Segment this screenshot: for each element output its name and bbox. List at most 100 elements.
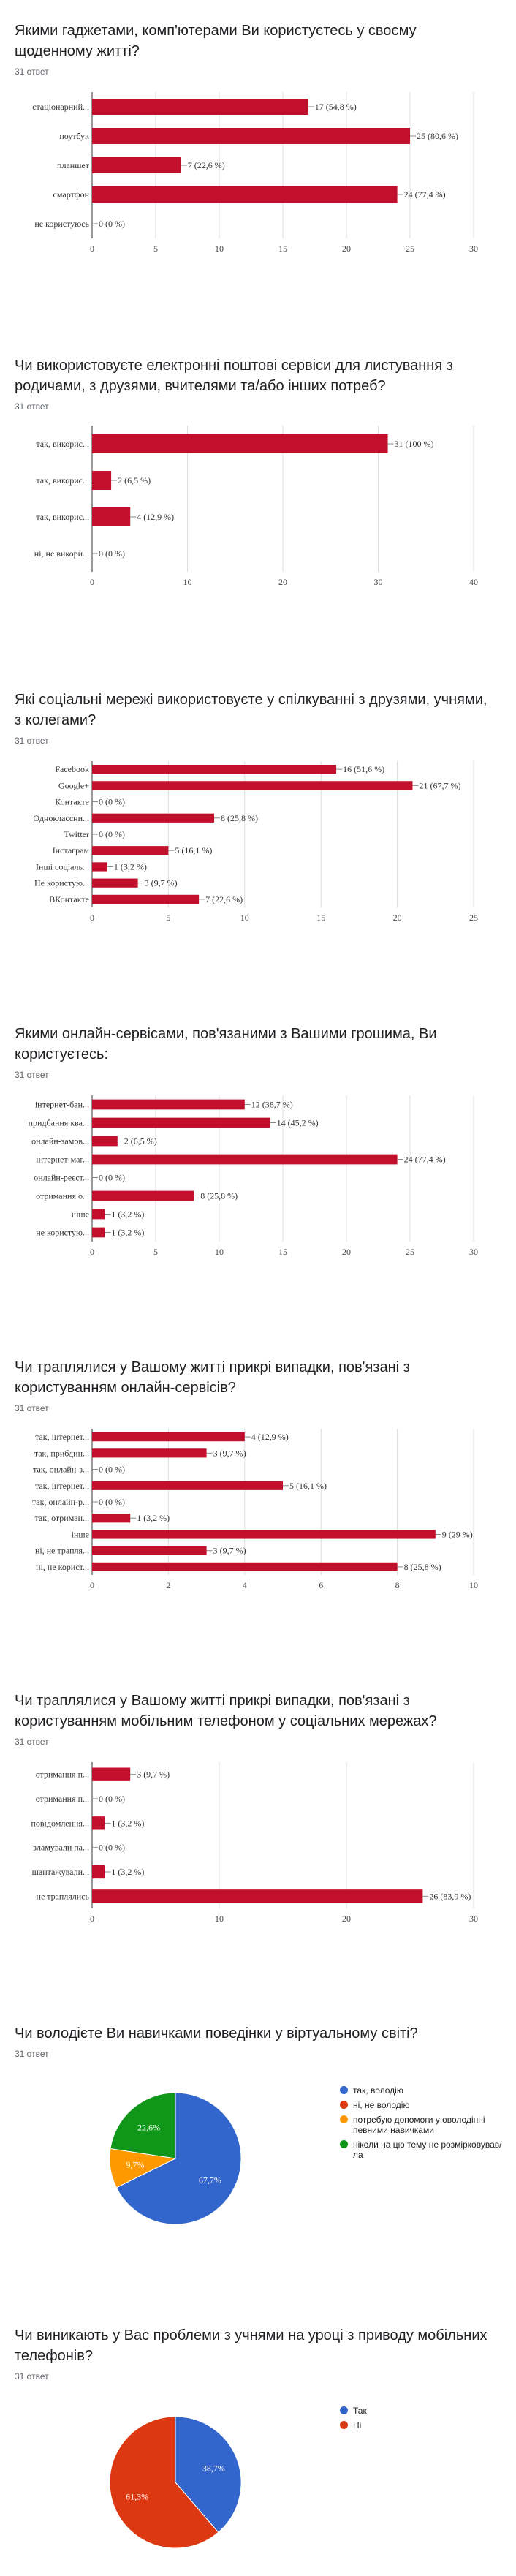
data-label: 3 (9,7 %) [145, 878, 178, 888]
x-tick-label: 25 [406, 1247, 414, 1257]
bar [92, 846, 169, 855]
question-title: Які соціальні мережі використовуєте у сп… [15, 692, 487, 728]
legend-label: Так [353, 2406, 367, 2416]
x-tick-label: 20 [393, 913, 402, 923]
question-block-virtual-skills: Чи володієте Ви навичками поведінки у ві… [0, 2023, 516, 2243]
x-tick-label: 30 [469, 243, 478, 254]
question-title: Чи володієте Ви навичками поведінки у ві… [15, 2025, 418, 2041]
legend-label: так, володію [353, 2085, 403, 2096]
category-label: онлайн-замов... [31, 1136, 89, 1147]
category-label: не користую... [36, 1228, 89, 1238]
bar [92, 1546, 207, 1555]
category-label: так, прибдин... [34, 1448, 89, 1458]
bar [92, 507, 131, 526]
pie-chart: 38,7% 61,3% [109, 2416, 242, 2549]
bar [92, 1816, 105, 1830]
pie-legend: так, володію ні, не володію потребую доп… [340, 2085, 506, 2164]
x-tick-label: 15 [278, 1247, 287, 1257]
data-label: 2 (6,5 %) [118, 475, 151, 486]
x-tick-label: 4 [243, 1580, 247, 1590]
legend-swatch [340, 2421, 348, 2429]
category-label: ні, не викори... [34, 548, 89, 559]
bar [92, 765, 337, 774]
category-label: шантажували... [32, 1867, 89, 1877]
category-label: ні, не трапля... [35, 1546, 89, 1556]
legend-swatch [340, 2140, 348, 2148]
question-block-gadgets: Якими гаджетами, комп'ютерами Ви користу… [0, 20, 516, 269]
x-tick-label: 10 [215, 243, 224, 254]
bar [92, 1136, 118, 1147]
x-tick-label: 30 [374, 577, 383, 587]
pie-slice [110, 2092, 176, 2159]
category-label: так, отриман... [35, 1513, 89, 1523]
x-tick-label: 10 [215, 1247, 224, 1257]
question-title: Чи траплялися у Вашому житті прикрі випа… [15, 1359, 410, 1396]
x-tick-label: 30 [469, 1247, 478, 1257]
data-label: 31 (100 %) [395, 439, 434, 449]
bar-chart: 0 5 10 15 20 25 Facebook 16 (51,6 %) Google+ 21 (… [33, 761, 478, 923]
data-label: 24 (77,4 %) [404, 1155, 446, 1165]
category-label: Google+ [58, 780, 89, 790]
category-label: отримання п... [36, 1794, 89, 1804]
pie-chart: 67,7% 9,7% 22,6% [109, 2092, 242, 2225]
category-label: інше [72, 1529, 89, 1539]
data-label: 0 (0 %) [99, 829, 125, 839]
x-tick-label: 0 [90, 243, 94, 254]
pie-legend: Так Ні [340, 2406, 506, 2435]
x-tick-label: 10 [240, 913, 249, 923]
legend-swatch [340, 2406, 348, 2414]
data-label: 4 (12,9 %) [251, 1432, 289, 1442]
question-block-social-networks: Які соціальні мережі використовуєте у сп… [0, 690, 516, 938]
bar [92, 1448, 207, 1458]
question-title: Якими онлайн-сервісами, пов'язаними з Ва… [15, 1026, 437, 1062]
x-tick-label: 20 [342, 1914, 351, 1924]
response-count: 31 ответ [15, 1403, 49, 1413]
category-label: так, онлайн-з... [33, 1465, 89, 1475]
bar [92, 1514, 131, 1523]
pie-slice [109, 2416, 219, 2549]
bar [92, 1889, 423, 1903]
data-label: 3 (9,7 %) [137, 1769, 170, 1780]
x-tick-label: 10 [469, 1580, 478, 1590]
data-label: 16 (51,6 %) [343, 764, 384, 774]
question-block-online-incidents: Чи траплялися у Вашому житті прикрі випа… [0, 1357, 516, 1606]
bar-chart: 0 10 20 30 40 так, викорис... 31 (100 %) так, в… [34, 426, 478, 587]
data-label: 1 (3,2 %) [111, 1867, 144, 1877]
data-label: 5 (16,1 %) [289, 1481, 327, 1491]
category-label: інше [72, 1209, 89, 1220]
x-tick-label: 0 [90, 1247, 94, 1257]
x-tick-label: 10 [215, 1914, 224, 1924]
bar-chart: 0 5 10 15 20 25 30 інтернет-бан... 12 (38,7 %) пр… [29, 1095, 478, 1257]
question-title: Якими гаджетами, комп'ютерами Ви користу… [15, 23, 417, 59]
x-tick-label: 0 [90, 1914, 94, 1924]
slice-label: 38,7% [202, 2463, 225, 2474]
x-tick-label: 25 [469, 913, 478, 923]
data-label: 0 (0 %) [99, 1794, 125, 1804]
x-tick-label: 5 [166, 913, 170, 923]
pie-slice [175, 2416, 242, 2533]
bar [92, 878, 138, 888]
data-label: 1 (3,2 %) [111, 1209, 144, 1220]
bar [92, 1865, 105, 1879]
slice-label: 67,7% [199, 2175, 221, 2185]
category-label: ні, не корист... [36, 1562, 89, 1572]
bar [92, 813, 215, 823]
category-label: планшет [57, 160, 90, 170]
category-label: отримання о... [36, 1191, 89, 1201]
response-count: 31 ответ [15, 736, 49, 746]
data-label: 0 (0 %) [99, 1497, 125, 1507]
question-title: Чи використовуєте електронні поштові сер… [15, 358, 453, 394]
x-tick-label: 6 [319, 1580, 323, 1590]
bar-chart: 0 2 4 6 8 10 так, інтернет... 4 (12,9 %) так, пр… [32, 1429, 478, 1590]
data-label: 25 (80,6 %) [417, 131, 458, 141]
slice-label: 61,3% [126, 2491, 148, 2501]
category-label: ВКонтакте [49, 894, 89, 904]
data-label: 1 (3,2 %) [137, 1513, 170, 1523]
data-label: 17 (54,8 %) [315, 102, 357, 112]
data-label: 2 (6,5 %) [124, 1136, 157, 1147]
bar [92, 1117, 270, 1128]
question-block-email: Чи використовуєте електронні поштові сер… [0, 355, 516, 597]
legend-label: ні, не володію [353, 2100, 410, 2110]
category-label: так, інтернет... [35, 1481, 89, 1491]
x-tick-label: 2 [166, 1580, 170, 1590]
